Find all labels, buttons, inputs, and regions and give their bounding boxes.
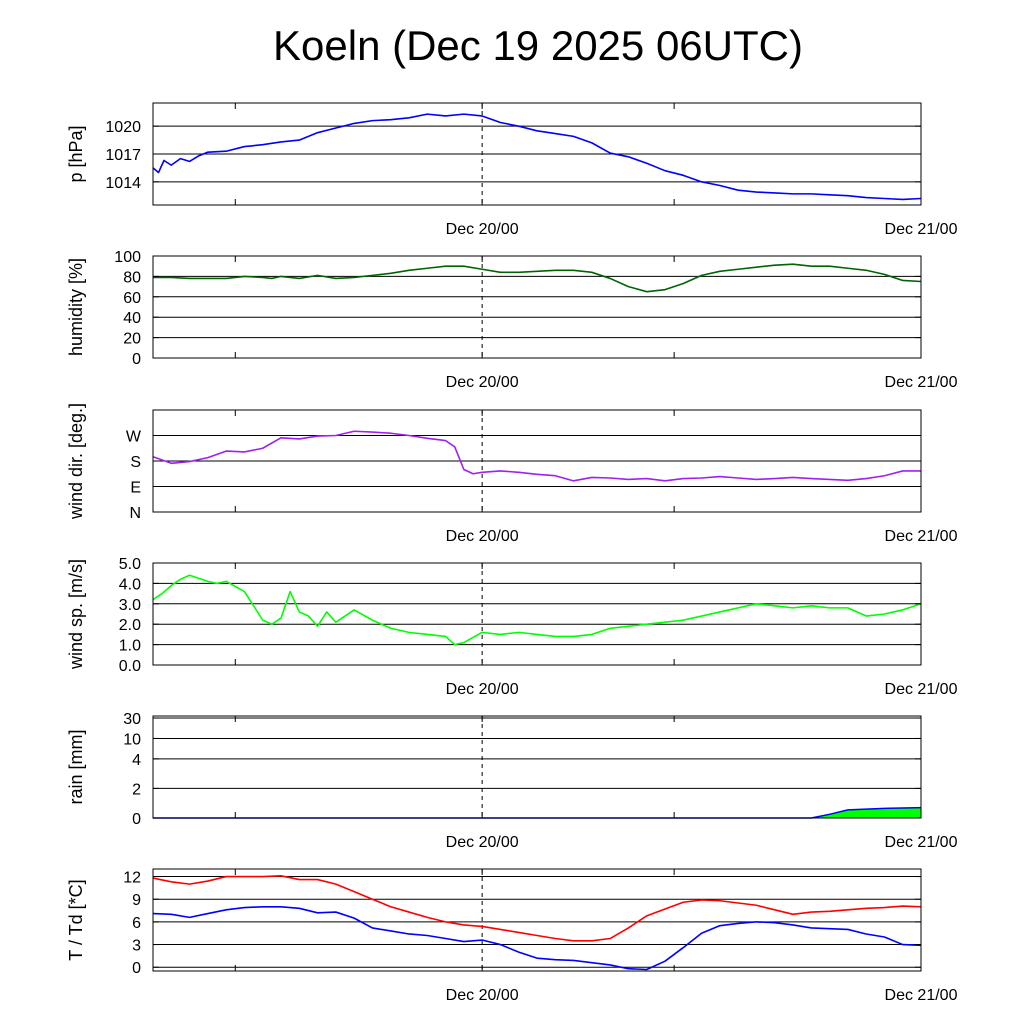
y-tick-label: 20 [123,331,141,348]
y-tick-label: 60 [123,290,141,307]
rain-line [153,806,922,819]
x-tick-label: Dec 20/00 [446,681,519,698]
chart-title: Koeln (Dec 19 2025 06UTC) [273,22,803,69]
y-tick-label: 30 [123,711,141,728]
y-axis-label: wind dir. [deg.] [66,403,86,520]
y-axis-label: humidity [%] [66,258,86,356]
y-tick-label: 2 [132,781,141,798]
rain-area [153,807,921,818]
x-tick-label: Dec 21/00 [885,987,958,1004]
x-tick-label: Dec 21/00 [885,221,958,238]
y-tick-label: 6 [132,915,141,932]
panel-frame [152,562,922,666]
y-tick-label: 1014 [105,175,141,192]
panel-frame [152,715,922,819]
td-line [152,905,922,971]
y-tick-label: 4 [132,752,141,769]
y-tick-label: 80 [123,269,141,286]
y-tick-label: 40 [123,310,141,327]
y-tick-label: 9 [132,892,141,909]
y-tick-label: 100 [114,249,141,266]
x-tick-label: Dec 20/00 [446,834,519,851]
y-tick-label: 0 [132,960,141,977]
x-tick-label: Dec 20/00 [446,221,519,238]
y-axis-label: rain [mm] [66,729,86,804]
wind-direction-line [152,430,921,482]
x-tick-label: Dec 21/00 [885,374,958,391]
x-tick-label: Dec 21/00 [885,528,958,545]
x-tick-label: Dec 21/00 [885,681,958,698]
y-tick-label: W [126,429,142,446]
y-tick-label: 1017 [105,147,141,164]
y-tick-label: 0.0 [119,658,141,675]
y-tick-label: S [130,454,141,471]
y-tick-label: 0 [132,351,141,368]
t-line [152,875,922,942]
y-tick-label: N [129,505,141,522]
y-tick-label: 1020 [105,119,141,136]
y-tick-label: 2.0 [119,617,141,634]
x-tick-label: Dec 20/00 [446,987,519,1004]
y-tick-label: 3.0 [119,597,141,614]
y-axis-label: T / Td [*C] [66,879,86,960]
y-tick-label: 12 [123,870,141,887]
y-axis-label: wind sp. [m/s] [66,559,86,670]
y-tick-label: 4.0 [119,576,141,593]
x-tick-label: Dec 20/00 [446,528,519,545]
y-tick-label: 0 [132,811,141,828]
y-tick-label: 10 [123,731,141,748]
panel-frame [152,255,922,359]
y-tick-label: E [130,480,141,497]
y-tick-label: 3 [132,938,141,955]
wind-speed-line [152,574,922,646]
pressure-line [152,113,922,201]
y-tick-label: 5.0 [119,556,141,573]
panel-frame [152,868,922,972]
x-tick-label: Dec 20/00 [446,374,519,391]
y-tick-label: 1.0 [119,638,141,655]
x-tick-label: Dec 21/00 [885,834,958,851]
humidity-line [153,263,922,293]
y-axis-label: p [hPa] [66,125,86,182]
